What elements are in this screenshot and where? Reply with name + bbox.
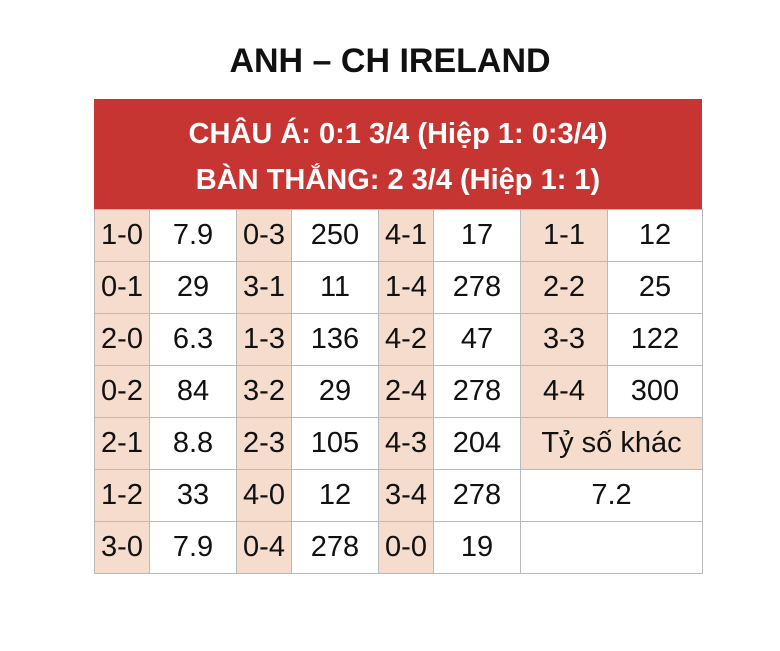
correct-score-table: 1-0 7.9 0-3 250 4-1 17 1-1 12 0-1 29 3-1 11 1-4 278 2-… xyxy=(94,209,703,574)
page-title: ANH – CH IRELAND xyxy=(229,42,551,80)
odds-cell: 136 xyxy=(291,313,379,366)
odds-cell: 12 xyxy=(607,209,703,262)
odds-cell: 8.8 xyxy=(149,417,237,470)
score-cell: 3-2 xyxy=(236,365,292,418)
table-row: 2-1 8.8 2-3 105 4-3 204 Tỷ số khác xyxy=(94,417,703,470)
table-row: 1-0 7.9 0-3 250 4-1 17 1-1 12 xyxy=(94,209,703,262)
total-goals-line: BÀN THẮNG: 2 3/4 (Hiệp 1: 1) xyxy=(195,164,601,196)
score-cell: 1-2 xyxy=(94,469,150,522)
score-cell: 2-4 xyxy=(378,365,434,418)
table-row: 0-1 29 3-1 11 1-4 278 2-2 25 xyxy=(94,261,703,314)
table-row: 1-2 33 4-0 12 3-4 278 7.2 xyxy=(94,469,703,522)
odds-header: CHÂU Á: 0:1 3/4 (Hiệp 1: 0:3/4) BÀN THẮN… xyxy=(94,99,702,209)
score-cell: 0-1 xyxy=(94,261,150,314)
odds-cell: 300 xyxy=(607,365,703,418)
odds-cell: 250 xyxy=(291,209,379,262)
asian-handicap-line: CHÂU Á: 0:1 3/4 (Hiệp 1: 0:3/4) xyxy=(188,118,608,150)
score-cell: 4-2 xyxy=(378,313,434,366)
score-cell: 3-1 xyxy=(236,261,292,314)
odds-cell: 6.3 xyxy=(149,313,237,366)
odds-cell: 17 xyxy=(433,209,521,262)
odds-cell: 47 xyxy=(433,313,521,366)
odds-cell: 84 xyxy=(149,365,237,418)
score-cell: 0-3 xyxy=(236,209,292,262)
odds-cell: 7.9 xyxy=(149,521,237,574)
score-cell: 4-4 xyxy=(520,365,608,418)
score-cell: 1-0 xyxy=(94,209,150,262)
odds-cell: 25 xyxy=(607,261,703,314)
other-score-odds: 7.2 xyxy=(520,469,703,522)
odds-cell: 204 xyxy=(433,417,521,470)
odds-cell: 33 xyxy=(149,469,237,522)
score-cell: 1-1 xyxy=(520,209,608,262)
odds-cell: 278 xyxy=(291,521,379,574)
odds-cell: 29 xyxy=(291,365,379,418)
odds-cell: 11 xyxy=(291,261,379,314)
odds-cell: 12 xyxy=(291,469,379,522)
odds-cell: 105 xyxy=(291,417,379,470)
score-cell: 2-0 xyxy=(94,313,150,366)
score-cell: 4-1 xyxy=(378,209,434,262)
score-cell: 3-3 xyxy=(520,313,608,366)
score-cell: 2-1 xyxy=(94,417,150,470)
table-row: 0-2 84 3-2 29 2-4 278 4-4 300 xyxy=(94,365,703,418)
table-row: 2-0 6.3 1-3 136 4-2 47 3-3 122 xyxy=(94,313,703,366)
other-score-label: Tỷ số khác xyxy=(520,417,703,470)
odds-cell: 278 xyxy=(433,261,521,314)
score-cell: 0-4 xyxy=(236,521,292,574)
empty-cell xyxy=(520,521,703,574)
score-cell: 1-3 xyxy=(236,313,292,366)
score-cell: 4-0 xyxy=(236,469,292,522)
score-cell: 1-4 xyxy=(378,261,434,314)
score-cell: 4-3 xyxy=(378,417,434,470)
score-cell: 0-0 xyxy=(378,521,434,574)
table-row: 3-0 7.9 0-4 278 0-0 19 xyxy=(94,521,703,574)
odds-cell: 278 xyxy=(433,365,521,418)
score-cell: 0-2 xyxy=(94,365,150,418)
score-cell: 2-2 xyxy=(520,261,608,314)
score-cell: 2-3 xyxy=(236,417,292,470)
odds-cell: 19 xyxy=(433,521,521,574)
odds-cell: 122 xyxy=(607,313,703,366)
score-cell: 3-4 xyxy=(378,469,434,522)
score-cell: 3-0 xyxy=(94,521,150,574)
odds-cell: 7.9 xyxy=(149,209,237,262)
odds-cell: 29 xyxy=(149,261,237,314)
odds-cell: 278 xyxy=(433,469,521,522)
